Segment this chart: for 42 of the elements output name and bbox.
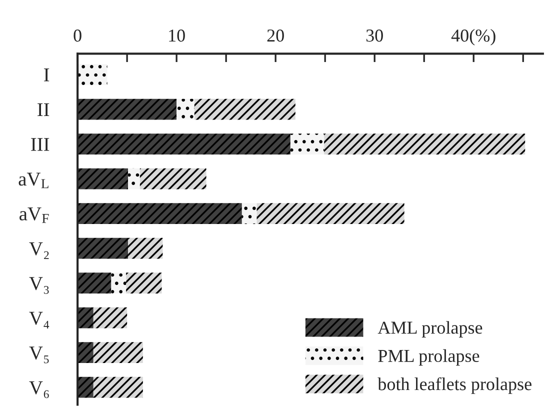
bar [78, 342, 94, 364]
y-tick-label: I [44, 68, 50, 82]
bar [290, 134, 324, 154]
y-tick-label: V₄ [29, 312, 50, 329]
bar [78, 134, 290, 154]
y-tick-label: II [38, 103, 50, 116]
bar [78, 238, 128, 259]
y-tick-label: aV$_{F}$ [20, 207, 49, 223]
bar [128, 238, 163, 259]
bar [126, 272, 162, 294]
bar [78, 64, 108, 85]
y-tick-label: V₆ [29, 381, 49, 398]
y-tick-label: V₃ [29, 277, 49, 294]
bar [128, 168, 140, 190]
bar [78, 376, 94, 398]
x-tick-label: 20 [267, 30, 284, 42]
bar [194, 98, 296, 120]
bar [93, 376, 143, 398]
bar [78, 168, 128, 190]
bar [93, 307, 128, 328]
bar [140, 168, 206, 190]
bar [176, 98, 194, 120]
y-tick-label: V₅ [29, 346, 49, 364]
y-tick-label: III [31, 138, 50, 151]
bar [93, 342, 143, 364]
legend-label: both leaflets prolapse [378, 377, 532, 394]
x-tick-label: 30 [366, 30, 383, 42]
x-tick-label: 0 [74, 30, 82, 42]
y-tick-label: aV$_{L}$ [18, 172, 48, 188]
bar [256, 203, 404, 224]
bar [242, 203, 257, 224]
bar [78, 203, 242, 224]
legend-label: AML prolapse [378, 321, 482, 338]
bar [111, 272, 126, 294]
legend-label: PML prolapse [378, 349, 480, 366]
x-tick-label: 10 [169, 30, 185, 42]
bar [78, 272, 112, 294]
bar [324, 134, 526, 154]
bar [78, 98, 177, 120]
x-tick-label: 40(%) [451, 28, 496, 46]
y-tick-label: V₂ [29, 242, 49, 260]
bar [78, 307, 94, 328]
